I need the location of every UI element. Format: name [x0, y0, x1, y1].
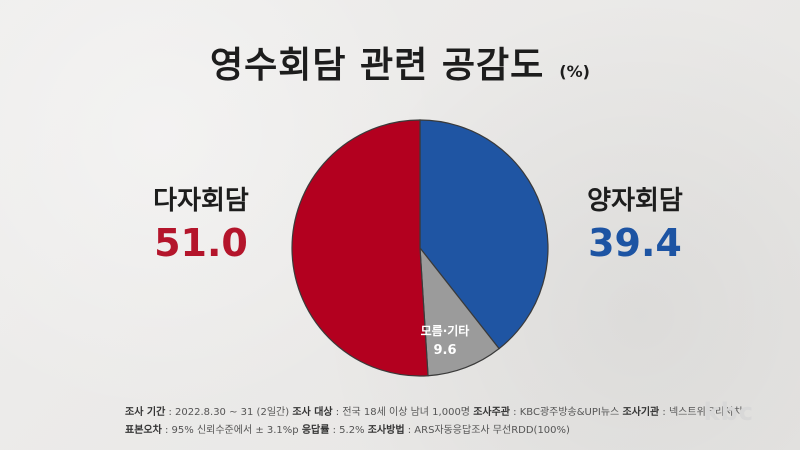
footer-value: : 95% 신뢰수준에서 ± 3.1%p — [161, 425, 302, 436]
left-label: 다자회담 51.0 — [126, 180, 276, 265]
pie-slice-0 — [419, 119, 549, 350]
pie-slice-2 — [291, 119, 429, 377]
pie-slices — [291, 119, 549, 377]
left-label-value: 51.0 — [154, 221, 248, 265]
footer-value: : 넥스트위크리서치 — [659, 407, 743, 418]
footer-value: : 5.2% — [329, 425, 368, 436]
footer-value: : KBC광주방송&UPI뉴스 — [510, 407, 623, 418]
footer-value: : 전국 18세 이상 남녀 1,000명 — [332, 407, 474, 418]
inner-label-name: 모름·기타 — [421, 323, 470, 338]
chart-title: 영수회담 관련 공감도 — [210, 45, 545, 86]
right-label-name: 양자회담 — [587, 186, 683, 216]
kbc-logo: kbc — [703, 398, 754, 426]
title-area: 영수회담 관련 공감도 (%) — [0, 36, 800, 88]
footer-value: : 2022.8.30 ~ 31 (2일간) — [165, 407, 293, 418]
footer-key: 조사주관 — [473, 407, 510, 418]
footer-key: 표본오차 — [125, 425, 162, 436]
right-label: 양자회담 39.4 — [560, 180, 710, 265]
footer-key: 응답률 — [301, 425, 330, 436]
left-label-name: 다자회담 — [153, 186, 249, 216]
footer-value: : ARS자동응답조사 무선RDD(100%) — [404, 425, 570, 436]
unit-label: (%) — [559, 62, 590, 81]
footer-key: 조사 대상 — [292, 407, 333, 418]
pie-chart: 모름·기타 9.6 — [291, 119, 549, 377]
footer-line-1: 조사 기간 : 2022.8.30 ~ 31 (2일간) 조사 대상 : 전국 … — [125, 404, 745, 422]
footer-key: 조사 기간 — [125, 407, 166, 418]
pie-slice-1 — [419, 246, 500, 377]
inner-label-value: 9.6 — [433, 343, 456, 358]
footer-line-2: 표본오차 : 95% 신뢰수준에서 ± 3.1%p 응답률 : 5.2% 조사방… — [125, 422, 745, 440]
right-label-value: 39.4 — [588, 221, 682, 265]
survey-footer: 조사 기간 : 2022.8.30 ~ 31 (2일간) 조사 대상 : 전국 … — [125, 404, 745, 440]
footer-key: 조사방법 — [367, 425, 405, 436]
footer-key: 조사기관 — [622, 407, 660, 418]
